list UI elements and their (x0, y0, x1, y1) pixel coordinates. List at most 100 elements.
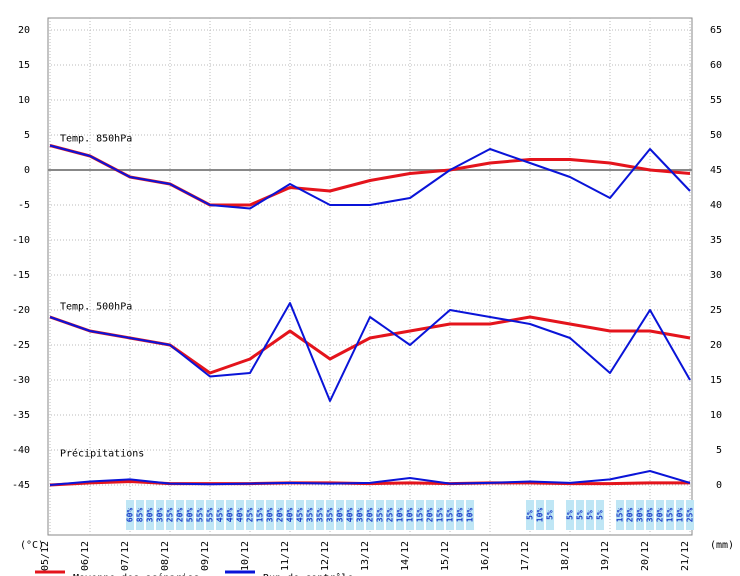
y-tick-label: 15 (18, 60, 30, 71)
snow-icon (256, 500, 264, 530)
snow-icon (456, 500, 464, 530)
snow-icon (406, 500, 414, 530)
snow-probability-label: 55% (206, 508, 215, 523)
snow-icon (576, 500, 584, 530)
snow-icon (676, 500, 684, 530)
y2-tick-label: 15 (710, 375, 722, 386)
snow-probability-label: 5% (586, 510, 595, 520)
snow-icon (346, 500, 354, 530)
snow-icon (176, 500, 184, 530)
snow-probability-label: 45% (296, 508, 305, 523)
snow-probability-label: 10% (396, 508, 405, 523)
snow-icon (216, 500, 224, 530)
snow-icon (596, 500, 604, 530)
snow-probability-label: 55% (196, 508, 205, 523)
snow-icon (416, 500, 424, 530)
snow-icon (616, 500, 624, 530)
y2-tick-label: 30 (710, 270, 722, 281)
snow-probability-label: 20% (626, 508, 635, 523)
snow-probability-label: 5% (546, 510, 555, 520)
x-tick-label: 12/12 (320, 541, 331, 571)
y-tick-label: -5 (18, 200, 30, 211)
snow-probability-label: 15% (256, 508, 265, 523)
y-tick-label: -20 (12, 305, 30, 316)
y2-tick-label: 25 (710, 305, 722, 316)
snow-probability-label: 30% (266, 508, 275, 523)
snow-icon (636, 500, 644, 530)
y2-tick-label: 60 (710, 60, 722, 71)
y-tick-label: -10 (12, 235, 30, 246)
snow-probability-label: 25% (246, 508, 255, 523)
x-tick-label: 19/12 (600, 541, 611, 571)
snow-icon (526, 500, 534, 530)
snow-icon (136, 500, 144, 530)
snow-icon (226, 500, 234, 530)
snow-icon (586, 500, 594, 530)
snow-icon (266, 500, 274, 530)
y-tick-label: -45 (12, 480, 30, 491)
snow-probability-label: 30% (156, 508, 165, 523)
snow-probability-label: 10% (456, 508, 465, 523)
x-tick-label: 15/12 (440, 541, 451, 571)
snow-probability-label: 5% (596, 510, 605, 520)
x-tick-label: 16/12 (480, 541, 491, 571)
snow-probability-label: 25% (166, 508, 175, 523)
y2-tick-label: 55 (710, 95, 722, 106)
snow-icon (536, 500, 544, 530)
snow-icon (366, 500, 374, 530)
snow-icon (686, 500, 694, 530)
y-tick-label: 5 (24, 130, 30, 141)
snow-probability-label: 15% (616, 508, 625, 523)
x-tick-label: 20/12 (640, 541, 651, 571)
snow-icon (276, 500, 284, 530)
snow-probability-label: 30% (146, 508, 155, 523)
snow-probability-label: 50% (186, 508, 195, 523)
snow-probability-label: 45% (216, 508, 225, 523)
snow-icon (666, 500, 674, 530)
x-tick-label: 06/12 (80, 541, 91, 571)
y-tick-label: 20 (18, 25, 30, 36)
y-tick-label: -15 (12, 270, 30, 281)
x-tick-label: 18/12 (560, 541, 571, 571)
snow-probability-label: 40% (236, 508, 245, 523)
x-tick-label: 08/12 (160, 541, 171, 571)
legend-label: Moyenne des scénarios (73, 572, 199, 576)
x-tick-label: 11/12 (280, 541, 291, 571)
y2-tick-label: 35 (710, 235, 722, 246)
snow-icon (306, 500, 314, 530)
snow-icon (156, 500, 164, 530)
snow-probability-label: 5% (526, 510, 535, 520)
x-tick-label: 21/12 (680, 541, 691, 571)
snow-icon (396, 500, 404, 530)
snow-probability-label: 35% (326, 508, 335, 523)
snow-icon (376, 500, 384, 530)
snow-probability-label: 10% (406, 508, 415, 523)
snow-icon (326, 500, 334, 530)
snow-icon (356, 500, 364, 530)
y-tick-label: -25 (12, 340, 30, 351)
snow-probability-label: 40% (286, 508, 295, 523)
snow-icon (426, 500, 434, 530)
panel-label: Temp. 500hPa (60, 302, 132, 313)
snow-icon (206, 500, 214, 530)
snow-icon (196, 500, 204, 530)
snow-icon (286, 500, 294, 530)
snow-probability-label: 30% (646, 508, 655, 523)
snow-probability-label: 35% (316, 508, 325, 523)
y2-tick-label: 5 (716, 445, 722, 456)
snow-icon (296, 500, 304, 530)
snow-probability-label: 20% (176, 508, 185, 523)
panel-label: Temp. 850hPa (60, 134, 132, 145)
y2-tick-label: 20 (710, 340, 722, 351)
snow-icon (546, 500, 554, 530)
snow-icon (336, 500, 344, 530)
x-tick-label: 05/12 (40, 541, 51, 571)
snow-icon (656, 500, 664, 530)
snow-probability-label: 40% (226, 508, 235, 523)
snow-icon (646, 500, 654, 530)
snow-probability-label: 15% (436, 508, 445, 523)
snow-icon (316, 500, 324, 530)
snow-probability-label: 30% (636, 508, 645, 523)
snow-icon (626, 500, 634, 530)
